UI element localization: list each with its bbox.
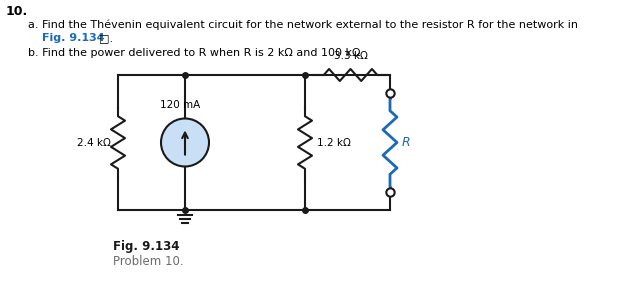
Text: Fig. 9.134: Fig. 9.134 bbox=[42, 33, 105, 43]
Text: a. Find the Thévenin equivalent circuit for the network external to the resistor: a. Find the Thévenin equivalent circuit … bbox=[28, 19, 578, 29]
Text: 3.3 kΩ: 3.3 kΩ bbox=[334, 51, 368, 61]
Text: b. Find the power delivered to R when R is 2 kΩ and 100 kΩ: b. Find the power delivered to R when R … bbox=[28, 48, 361, 58]
Text: Problem 10.: Problem 10. bbox=[113, 255, 183, 268]
Text: 1.2 kΩ: 1.2 kΩ bbox=[317, 137, 351, 147]
Text: Fig. 9.134: Fig. 9.134 bbox=[113, 240, 180, 253]
Text: 10.: 10. bbox=[6, 5, 28, 18]
Text: R: R bbox=[402, 136, 411, 149]
Text: 2.4 kΩ: 2.4 kΩ bbox=[77, 137, 111, 147]
Ellipse shape bbox=[161, 119, 209, 167]
Text: □.: □. bbox=[99, 33, 113, 43]
Text: 120 mA: 120 mA bbox=[160, 101, 200, 110]
